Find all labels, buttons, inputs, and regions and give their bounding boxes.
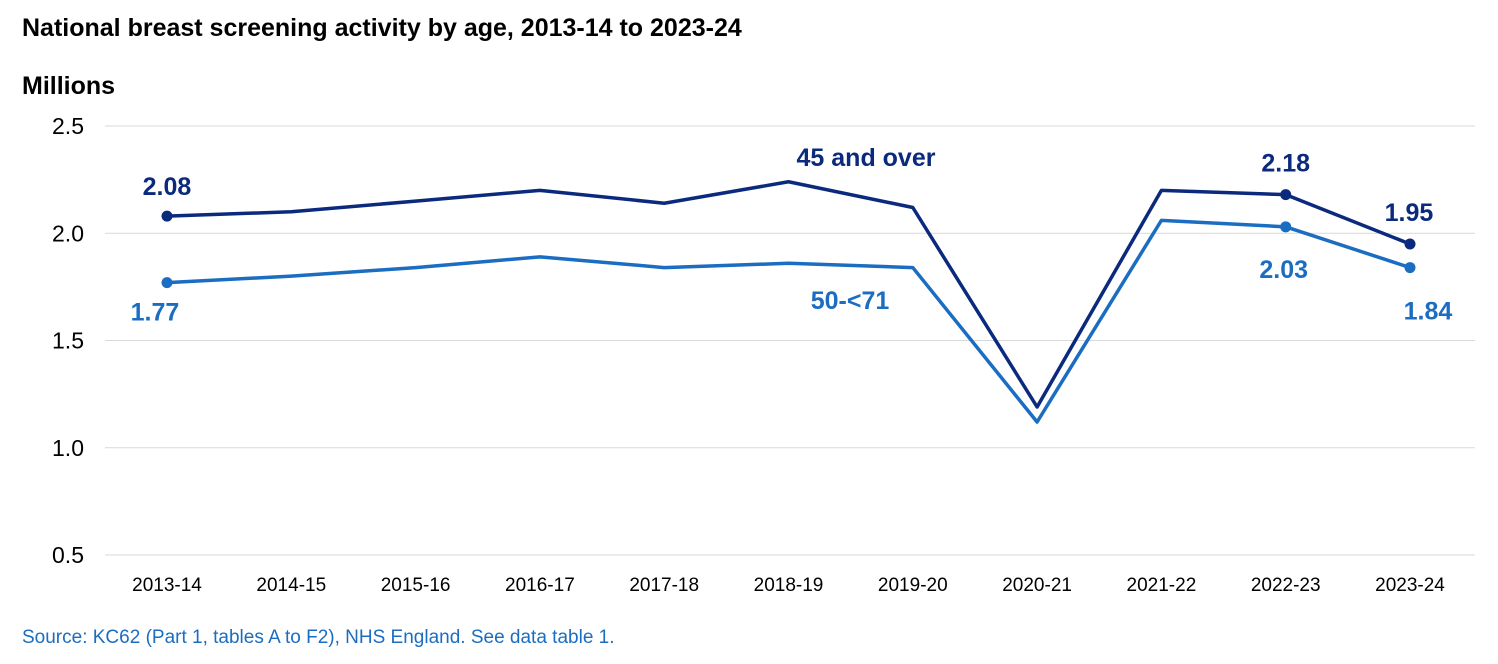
series-45-and-over-data-label: 1.95 bbox=[1385, 199, 1434, 227]
y-tick-label: 0.5 bbox=[52, 542, 84, 568]
series-45-and-over-name-label: 45 and over bbox=[797, 144, 936, 172]
source-note: Source: KC62 (Part 1, tables A to F2), N… bbox=[22, 627, 615, 648]
y-tick-label: 2.0 bbox=[52, 220, 84, 246]
y-tick-label: 2.5 bbox=[52, 113, 84, 139]
series-50-71-marker bbox=[161, 277, 173, 289]
series-45-and-over-marker bbox=[161, 210, 173, 222]
x-tick-label: 2019-20 bbox=[878, 575, 948, 596]
x-tick-label: 2016-17 bbox=[505, 575, 575, 596]
x-tick-label: 2018-19 bbox=[754, 575, 824, 596]
y-tick-label: 1.5 bbox=[52, 328, 84, 354]
series-50-71-line bbox=[166, 218, 1411, 424]
x-tick-label: 2013-14 bbox=[132, 575, 202, 596]
series-45-and-over-marker bbox=[1280, 189, 1292, 201]
series-50-71-data-label: 1.84 bbox=[1404, 298, 1453, 326]
series-45-and-over-line bbox=[166, 180, 1411, 409]
x-tick-label: 2022-23 bbox=[1251, 575, 1321, 596]
y-tick-label: 1.0 bbox=[52, 435, 84, 461]
series-50-71-data-label: 2.03 bbox=[1259, 256, 1308, 284]
x-tick-label: 2015-16 bbox=[381, 575, 451, 596]
series-45-and-over-marker bbox=[1404, 238, 1416, 250]
series-50-71-data-label: 1.77 bbox=[131, 299, 180, 327]
series-50-71-marker bbox=[1280, 221, 1292, 233]
series-50-71-name-label: 50-<71 bbox=[811, 287, 890, 315]
x-tick-label: 2014-15 bbox=[256, 575, 326, 596]
x-tick-label: 2020-21 bbox=[1002, 575, 1072, 596]
series-50-71-marker bbox=[1404, 262, 1416, 274]
series-45-and-over-data-label: 2.18 bbox=[1261, 150, 1310, 178]
x-tick-label: 2017-18 bbox=[629, 575, 699, 596]
x-tick-label: 2023-24 bbox=[1375, 575, 1445, 596]
chart-title: National breast screening activity by ag… bbox=[22, 14, 742, 42]
series-45-and-over-data-label: 2.08 bbox=[143, 173, 192, 201]
x-tick-label: 2021-22 bbox=[1127, 575, 1197, 596]
y-axis-label: Millions bbox=[22, 72, 116, 100]
